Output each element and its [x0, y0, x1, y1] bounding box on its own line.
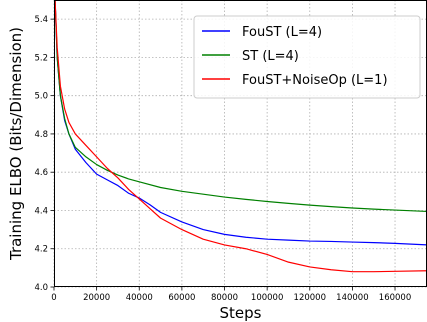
y-axis-ticks: 4.0 4.2 4.4 4.6 4.8 5.0 5.2 5.4 — [34, 15, 54, 293]
x-tick-label: 60000 — [168, 293, 195, 303]
x-tick-label: 100000 — [251, 293, 283, 303]
y-tick-label: 5.4 — [34, 15, 48, 25]
y-tick-label: 4.6 — [34, 168, 48, 178]
x-tick-label: 160000 — [379, 293, 411, 303]
x-tick-label: 140000 — [336, 293, 368, 303]
x-tick-label: 80000 — [211, 293, 238, 303]
x-tick-label: 20000 — [83, 293, 110, 303]
legend-box — [193, 15, 421, 99]
x-tick-label: 0 — [51, 293, 56, 303]
x-tick-label: 120000 — [294, 293, 326, 303]
y-axis-label: Training ELBO (Bits/Dimension) — [7, 27, 25, 261]
y-tick-label: 4.8 — [34, 130, 48, 140]
x-axis-ticks: 0 20000 40000 60000 80000 100000 120000 140000 1… — [51, 287, 411, 303]
y-tick-label: 5.2 — [34, 53, 48, 63]
x-axis-label: Steps — [220, 304, 262, 322]
y-tick-label: 4.2 — [34, 245, 48, 255]
series-line-3 — [54, 0, 427, 273]
series-line-2 — [54, 0, 427, 213]
legend-label-1: FouST (L=4) — [242, 25, 322, 40]
series-layer — [54, 0, 427, 273]
y-tick-label: 5.0 — [34, 92, 48, 102]
y-tick-label: 4.0 — [34, 283, 48, 293]
y-tick-label: 4.4 — [34, 206, 48, 216]
legend-label-3: FouST+NoiseOp (L=1) — [242, 73, 388, 88]
legend-label-2: ST (L=4) — [242, 49, 299, 64]
legend: FouST (L=4) ST (L=4) FouST+NoiseOp (L=1) — [193, 15, 421, 99]
x-tick-label: 40000 — [126, 293, 153, 303]
